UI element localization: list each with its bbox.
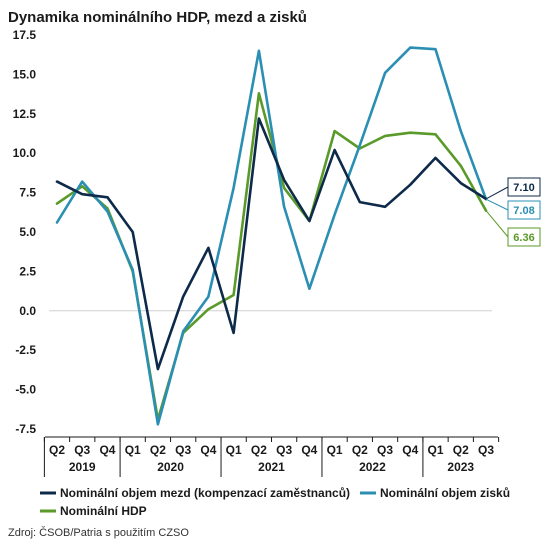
- callout-leader: [485, 186, 509, 200]
- x-tick-label: Q4: [200, 443, 216, 457]
- y-tick-label: 12.5: [13, 107, 37, 121]
- y-tick-label: 7.5: [19, 186, 36, 200]
- y-tick-label: -2.5: [15, 343, 36, 357]
- y-axis: 17.5 15.0 12.5 10.0 7.5 5.0 2.5 0.0 -2.5 -5.0 -7.5: [13, 28, 37, 436]
- x-year-label: 2023: [447, 460, 474, 474]
- x-tick-label: Q4: [301, 443, 317, 457]
- x-tick-label: Q2: [352, 443, 368, 457]
- y-tick-label: 10.0: [13, 146, 37, 160]
- x-tick-label: Q2: [453, 443, 469, 457]
- x-tick-label: Q3: [478, 443, 494, 457]
- x-tick-label: Q1: [428, 443, 444, 457]
- x-tick-label: Q3: [74, 443, 90, 457]
- legend-label: Nominální objem mezd (kompenzací zaměstn…: [60, 486, 350, 500]
- x-tick-label: Q2: [49, 443, 65, 457]
- x-tick-label: Q1: [226, 443, 242, 457]
- x-year-label: 2022: [359, 460, 386, 474]
- x-tick-label: Q1: [125, 443, 141, 457]
- end-value-label: 6.36: [513, 232, 534, 244]
- x-tick-label: Q4: [99, 443, 115, 457]
- end-value-labels: 7.10 7.08 6.36: [485, 177, 541, 247]
- callout-leader: [485, 210, 509, 238]
- y-tick-label: 2.5: [19, 264, 36, 278]
- legend-label: Nominální objem zisků: [380, 486, 510, 500]
- end-value-label: 7.08: [513, 205, 534, 217]
- x-tick-label: Q1: [327, 443, 343, 457]
- x-axis: Q2 Q3 Q4 Q1 Q2 Q3 Q4 Q1 Q2 Q3 Q4 Q1 Q2 Q3 Q4 Q1 Q2 Q3 2019…: [43, 437, 500, 477]
- y-tick-label: -7.5: [15, 422, 36, 436]
- series-lines: [55, 46, 488, 426]
- y-tick-label: 5.0: [19, 225, 36, 239]
- callout-box: [507, 227, 541, 247]
- series-line: [55, 46, 488, 426]
- x-tick-label: Q2: [251, 443, 267, 457]
- y-tick-label: 0.0: [19, 304, 36, 318]
- x-year-label: 2019: [69, 460, 96, 474]
- x-tick-label: Q3: [377, 443, 393, 457]
- end-value-label: 7.10: [513, 182, 534, 194]
- callout-box: [507, 200, 541, 220]
- source-note: Zdroj: ČSOB/Patria s použitím CZSO: [8, 526, 189, 539]
- series-line: [55, 92, 488, 421]
- series-line: [55, 117, 488, 371]
- y-tick-label: -5.0: [15, 383, 36, 397]
- y-tick-label: 15.0: [13, 67, 37, 81]
- y-tick-label: 17.5: [13, 28, 37, 42]
- callout-box: [507, 177, 541, 197]
- x-tick-label: Q3: [276, 443, 292, 457]
- x-year-label: 2021: [258, 460, 285, 474]
- callout-leader: [485, 198, 509, 211]
- x-year-label: 2020: [157, 460, 184, 474]
- x-tick-label: Q3: [175, 443, 191, 457]
- x-tick-label: Q4: [402, 443, 418, 457]
- legend: Nominální objem mezd (kompenzací zaměstn…: [40, 486, 510, 518]
- x-tick-label: Q2: [150, 443, 166, 457]
- legend-label: Nominální HDP: [60, 504, 147, 518]
- chart-title: Dynamika nominálního HDP, mezd a zisků: [8, 9, 307, 26]
